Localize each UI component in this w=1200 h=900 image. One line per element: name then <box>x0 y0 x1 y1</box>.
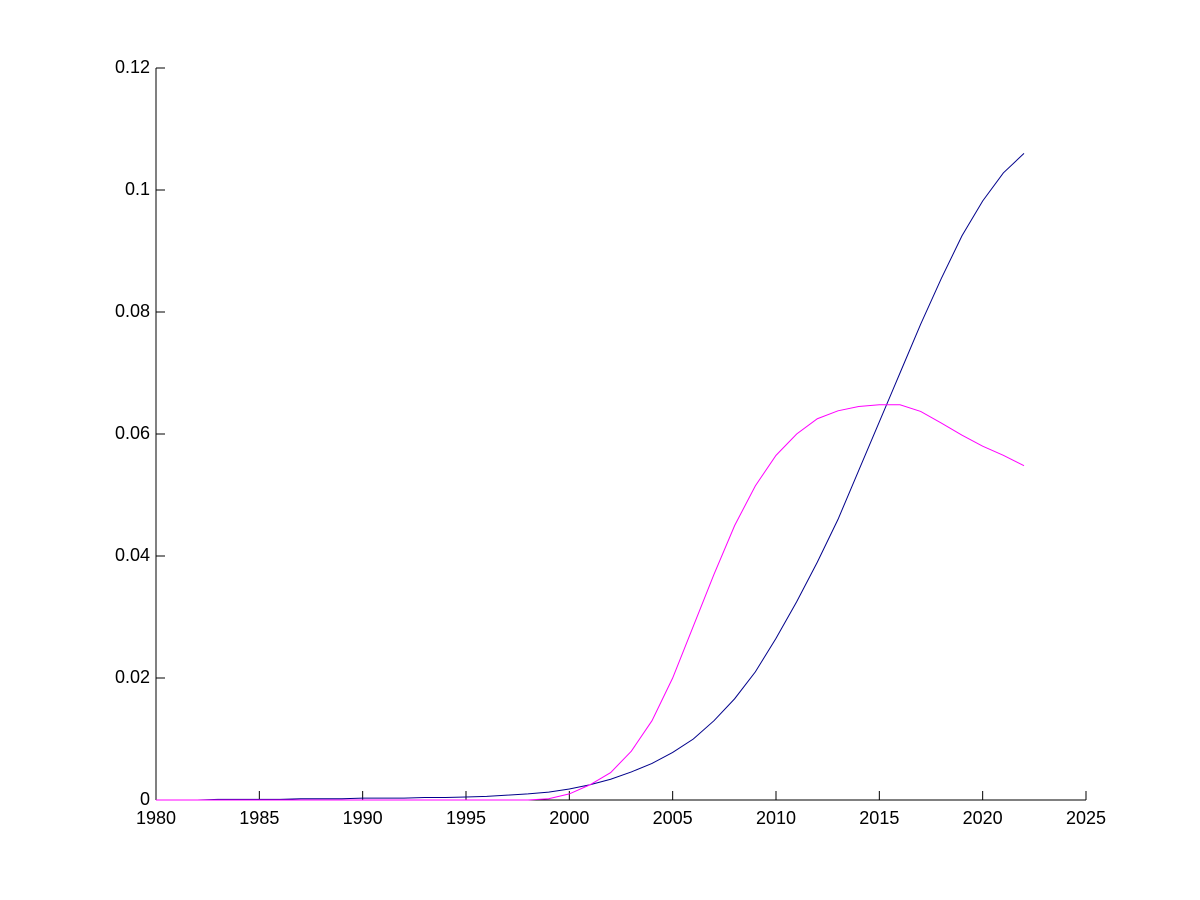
x-tick-label: 2015 <box>859 808 899 828</box>
y-tick-label: 0.1 <box>125 179 150 199</box>
x-tick-label: 1980 <box>136 808 176 828</box>
y-tick-label: 0.06 <box>115 423 150 443</box>
y-tick-label: 0.04 <box>115 545 150 565</box>
series-line <box>156 404 1025 801</box>
y-tick-label: 0.12 <box>115 57 150 77</box>
x-tick-label: 2000 <box>549 808 589 828</box>
x-tick-label: 1990 <box>343 808 383 828</box>
x-tick-label: 1985 <box>239 808 279 828</box>
x-tick-label: 2020 <box>963 808 1003 828</box>
y-tick-label: 0.02 <box>115 667 150 687</box>
x-tick-label: 2010 <box>756 808 796 828</box>
x-tick-label: 2025 <box>1066 808 1106 828</box>
x-tick-label: 1995 <box>446 808 486 828</box>
x-tick-label: 2005 <box>653 808 693 828</box>
series-line <box>156 153 1025 801</box>
y-tick-label: 0.08 <box>115 301 150 321</box>
y-tick-label: 0 <box>140 789 150 809</box>
